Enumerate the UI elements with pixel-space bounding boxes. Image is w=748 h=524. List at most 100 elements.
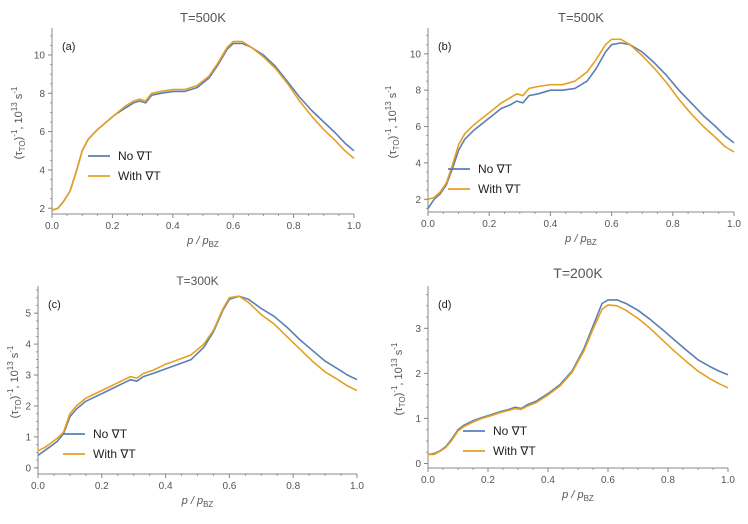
y-tick-label: 4 [415,158,421,169]
y-axis-label-part: 13 [10,102,19,111]
x-tick-label: 1.0 [721,475,735,486]
legend-entry: No ∇T [478,162,513,176]
x-axis-label-sub: BZ [584,494,594,503]
x-tick-label: 0.2 [95,481,109,492]
panel-label: (d) [438,299,451,311]
legend-entry: No ∇T [493,424,528,438]
y-axis-label-part: ) [13,137,25,141]
chart-title: T=300K [176,274,218,288]
panel-label: (a) [62,41,75,53]
chart-panel-c: 0.0 0.2 0.4 0.6 0.8 1.0 0 1 2 3 4 5 T=300K (c) No ∇T Wi… [6,274,364,509]
y-axis-label-part: -1 [6,345,15,353]
y-axis-label-part: ) [387,136,399,140]
y-axis-label: (τTO)-1, 1013 s-1 [6,345,23,418]
x-tick-label: 0.8 [287,221,301,232]
y-tick-label: 0 [25,463,31,474]
y-axis-label-part: s [13,93,25,102]
series-line-with-grad [428,304,729,456]
y-axis-label-part: -1 [390,342,399,350]
y-axis-label-part: TO [18,140,27,151]
x-tick-label: 0.8 [286,481,300,492]
legend-entry: With ∇T [118,169,161,183]
y-axis-label-part: (τ [13,151,25,160]
y-axis-label-part: 13 [390,358,399,367]
y-axis-label-part: TO [398,396,407,407]
x-axis-label-main: p / p [561,489,583,501]
legend-entry: With ∇T [93,447,136,461]
y-tick-label: 1 [415,414,421,425]
x-tick-label: 0.4 [159,481,173,492]
x-axis-label: p / pBZ [561,489,594,503]
x-axis-label-sub: BZ [209,240,219,249]
x-tick-label: 0.0 [421,219,435,230]
y-tick-label: 8 [39,89,45,100]
chart-title: T=500K [558,10,604,25]
y-tick-label: 10 [410,49,422,60]
x-tick-label: 0.4 [543,219,557,230]
y-axis-label-part: 13 [6,361,15,370]
series-line-no-grad [37,295,358,457]
x-tick-label: 0.0 [45,221,59,232]
y-tick-label: 2 [415,369,421,380]
y-tick-label: 0 [415,459,421,470]
y-axis-label-part: -1 [6,388,15,396]
y-tick-label: 2 [415,195,421,206]
y-tick-label: 6 [415,122,421,133]
x-tick-label: 0.2 [105,221,119,232]
y-axis-label-part: s [387,92,399,101]
y-tick-label: 6 [39,127,45,138]
series-line-no-grad [51,42,355,211]
x-axis-label: p / pBZ [564,233,597,247]
y-axis-label-part: TO [14,399,23,410]
x-tick-label: 1.0 [350,481,364,492]
y-axis-label-part: s [393,349,405,358]
panel-label: (c) [48,299,61,311]
y-tick-label: 1 [25,432,31,443]
y-axis-label-part: s [9,352,21,361]
y-axis-label-part: ) [393,393,405,397]
series-line-no-grad [427,42,735,209]
y-axis-label-part: (τ [393,407,405,416]
y-tick-label: 2 [25,401,31,412]
series-line-with-grad [51,40,355,211]
x-tick-label: 0.6 [226,221,240,232]
y-tick-label: 10 [34,50,46,61]
x-axis-label-sub: BZ [203,500,213,509]
chart-title: T=200K [553,265,603,281]
y-axis-label-part: (τ [9,410,21,419]
y-axis-label: (τTO)-1, 1013 s-1 [10,86,27,159]
y-tick-label: 8 [415,86,421,97]
series-line-no-grad [427,299,729,456]
x-tick-label: 0.2 [482,219,496,230]
x-axis-label-sub: BZ [587,238,597,247]
x-axis-label-main: p / p [564,233,586,245]
y-tick-label: 4 [39,165,45,176]
y-axis-label: (τTO)-1, 1013 s-1 [384,85,401,158]
y-axis-label-part: , 10 [393,367,405,385]
x-tick-label: 0.4 [166,221,180,232]
y-axis-label-part: , 10 [387,110,399,128]
y-axis-label-part: (τ [387,150,399,159]
y-axis-label-part: -1 [384,85,393,93]
y-axis-label-part: -1 [10,86,19,94]
x-axis-label: p / pBZ [181,495,214,509]
x-tick-label: 0.6 [601,475,615,486]
y-tick-label: 5 [25,309,31,320]
series-line-with-grad [427,38,735,201]
y-tick-label: 3 [25,371,31,382]
legend-entry: No ∇T [93,427,128,441]
x-tick-label: 0.6 [605,219,619,230]
x-axis-label-main: p / p [181,495,203,507]
series-line-with-grad [37,295,358,452]
x-axis-label-main: p / p [186,235,208,247]
x-axis-label: p / pBZ [186,235,219,249]
chart-panel-d: 0.0 0.2 0.4 0.6 0.8 1.0 0 1 2 3 T=200K (d) No ∇T With… [390,265,735,503]
y-tick-label: 3 [415,324,421,335]
x-tick-label: 0.6 [222,481,236,492]
x-tick-label: 0.0 [421,475,435,486]
panel-label: (b) [438,41,451,53]
x-tick-label: 1.0 [347,221,361,232]
y-axis-label: (τTO)-1, 1013 s-1 [390,342,407,415]
x-tick-label: 0.0 [31,481,45,492]
